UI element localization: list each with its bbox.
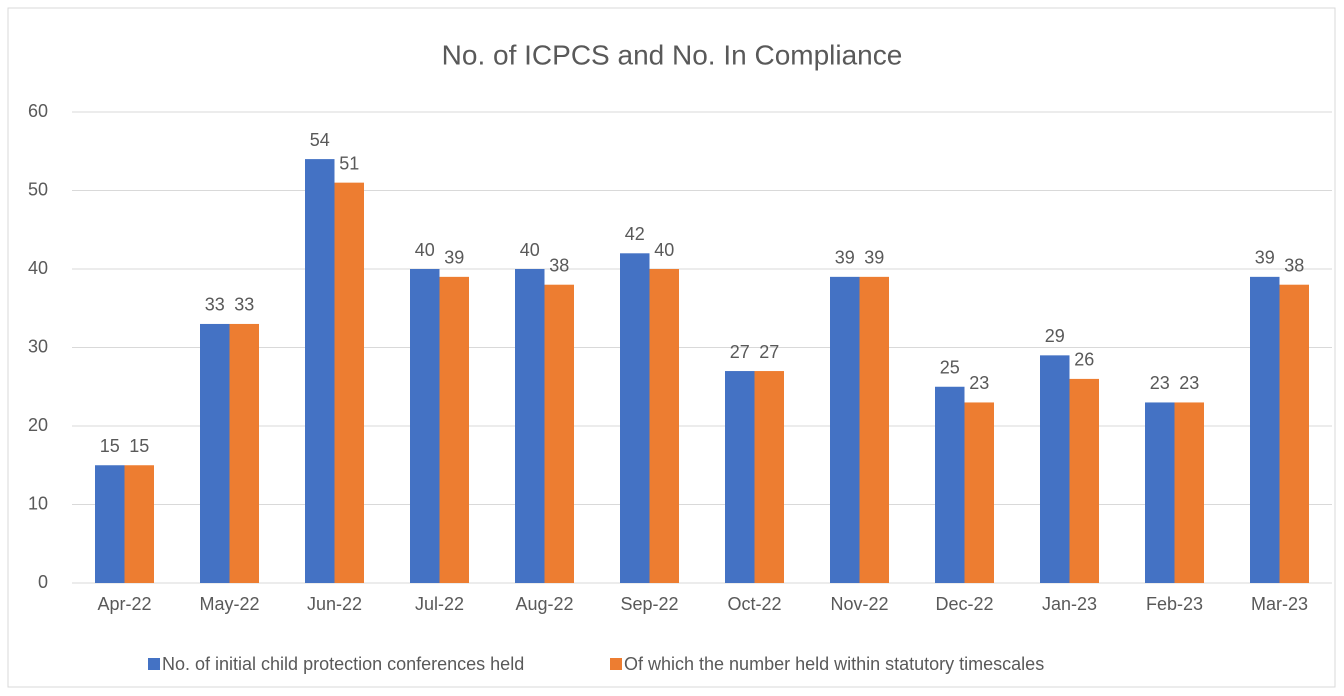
bar (725, 371, 755, 583)
bar (1279, 284, 1309, 583)
y-tick-label: 30 (28, 336, 48, 356)
legend-swatch (610, 658, 622, 670)
data-label: 39 (444, 248, 464, 268)
data-label: 39 (835, 248, 855, 268)
bar (95, 465, 125, 583)
legend-swatch (148, 658, 160, 670)
data-label: 15 (100, 436, 120, 456)
data-label: 27 (730, 342, 750, 362)
data-label: 40 (654, 240, 674, 260)
data-label: 38 (549, 255, 569, 275)
x-tick-label: Jun-22 (307, 594, 362, 614)
bar (1069, 378, 1099, 583)
bar (229, 323, 259, 583)
data-label: 39 (864, 248, 884, 268)
y-tick-label: 20 (28, 415, 48, 435)
y-tick-label: 0 (38, 572, 48, 592)
x-tick-label: Feb-23 (1146, 594, 1203, 614)
data-label: 15 (129, 436, 149, 456)
bar (1174, 402, 1204, 583)
x-tick-label: Aug-22 (515, 594, 573, 614)
bar (410, 269, 440, 583)
bar (124, 465, 154, 583)
data-label: 38 (1284, 255, 1304, 275)
y-tick-label: 40 (28, 258, 48, 278)
x-tick-label: Jul-22 (415, 594, 464, 614)
x-tick-label: May-22 (199, 594, 259, 614)
x-tick-label: Nov-22 (830, 594, 888, 614)
bar (859, 276, 889, 583)
legend-label: No. of initial child protection conferen… (162, 654, 524, 674)
bar (620, 253, 650, 584)
bar (830, 276, 860, 583)
data-label: 23 (1179, 373, 1199, 393)
y-tick-label: 50 (28, 179, 48, 199)
x-tick-label: Sep-22 (620, 594, 678, 614)
x-tick-label: Apr-22 (97, 594, 151, 614)
x-tick-label: Dec-22 (935, 594, 993, 614)
data-label: 33 (234, 295, 254, 315)
y-tick-label: 10 (28, 493, 48, 513)
bar (1145, 402, 1175, 583)
y-tick-label: 60 (28, 101, 48, 121)
data-label: 40 (415, 240, 435, 260)
bar (754, 371, 784, 583)
data-label: 23 (1150, 373, 1170, 393)
data-label: 26 (1074, 350, 1094, 370)
data-label: 42 (625, 224, 645, 244)
bar (935, 386, 965, 583)
x-tick-label: Jan-23 (1042, 594, 1097, 614)
bar (439, 276, 469, 583)
bar (334, 182, 364, 583)
x-tick-label: Oct-22 (727, 594, 781, 614)
bar (305, 159, 335, 583)
chart-title: No. of ICPCS and No. In Compliance (442, 39, 903, 70)
data-label: 54 (310, 130, 330, 150)
data-label: 39 (1255, 248, 1275, 268)
data-label: 51 (339, 153, 359, 173)
bar (544, 284, 574, 583)
legend-label: Of which the number held within statutor… (624, 654, 1044, 674)
data-label: 29 (1045, 326, 1065, 346)
data-label: 27 (759, 342, 779, 362)
bar (1250, 276, 1280, 583)
bar (964, 402, 994, 583)
bar (1040, 355, 1070, 583)
bar (200, 323, 230, 583)
bar (649, 269, 679, 583)
data-label: 25 (940, 358, 960, 378)
data-label: 23 (969, 373, 989, 393)
data-label: 33 (205, 295, 225, 315)
data-label: 40 (520, 240, 540, 260)
x-tick-label: Mar-23 (1251, 594, 1308, 614)
bar (515, 269, 545, 583)
